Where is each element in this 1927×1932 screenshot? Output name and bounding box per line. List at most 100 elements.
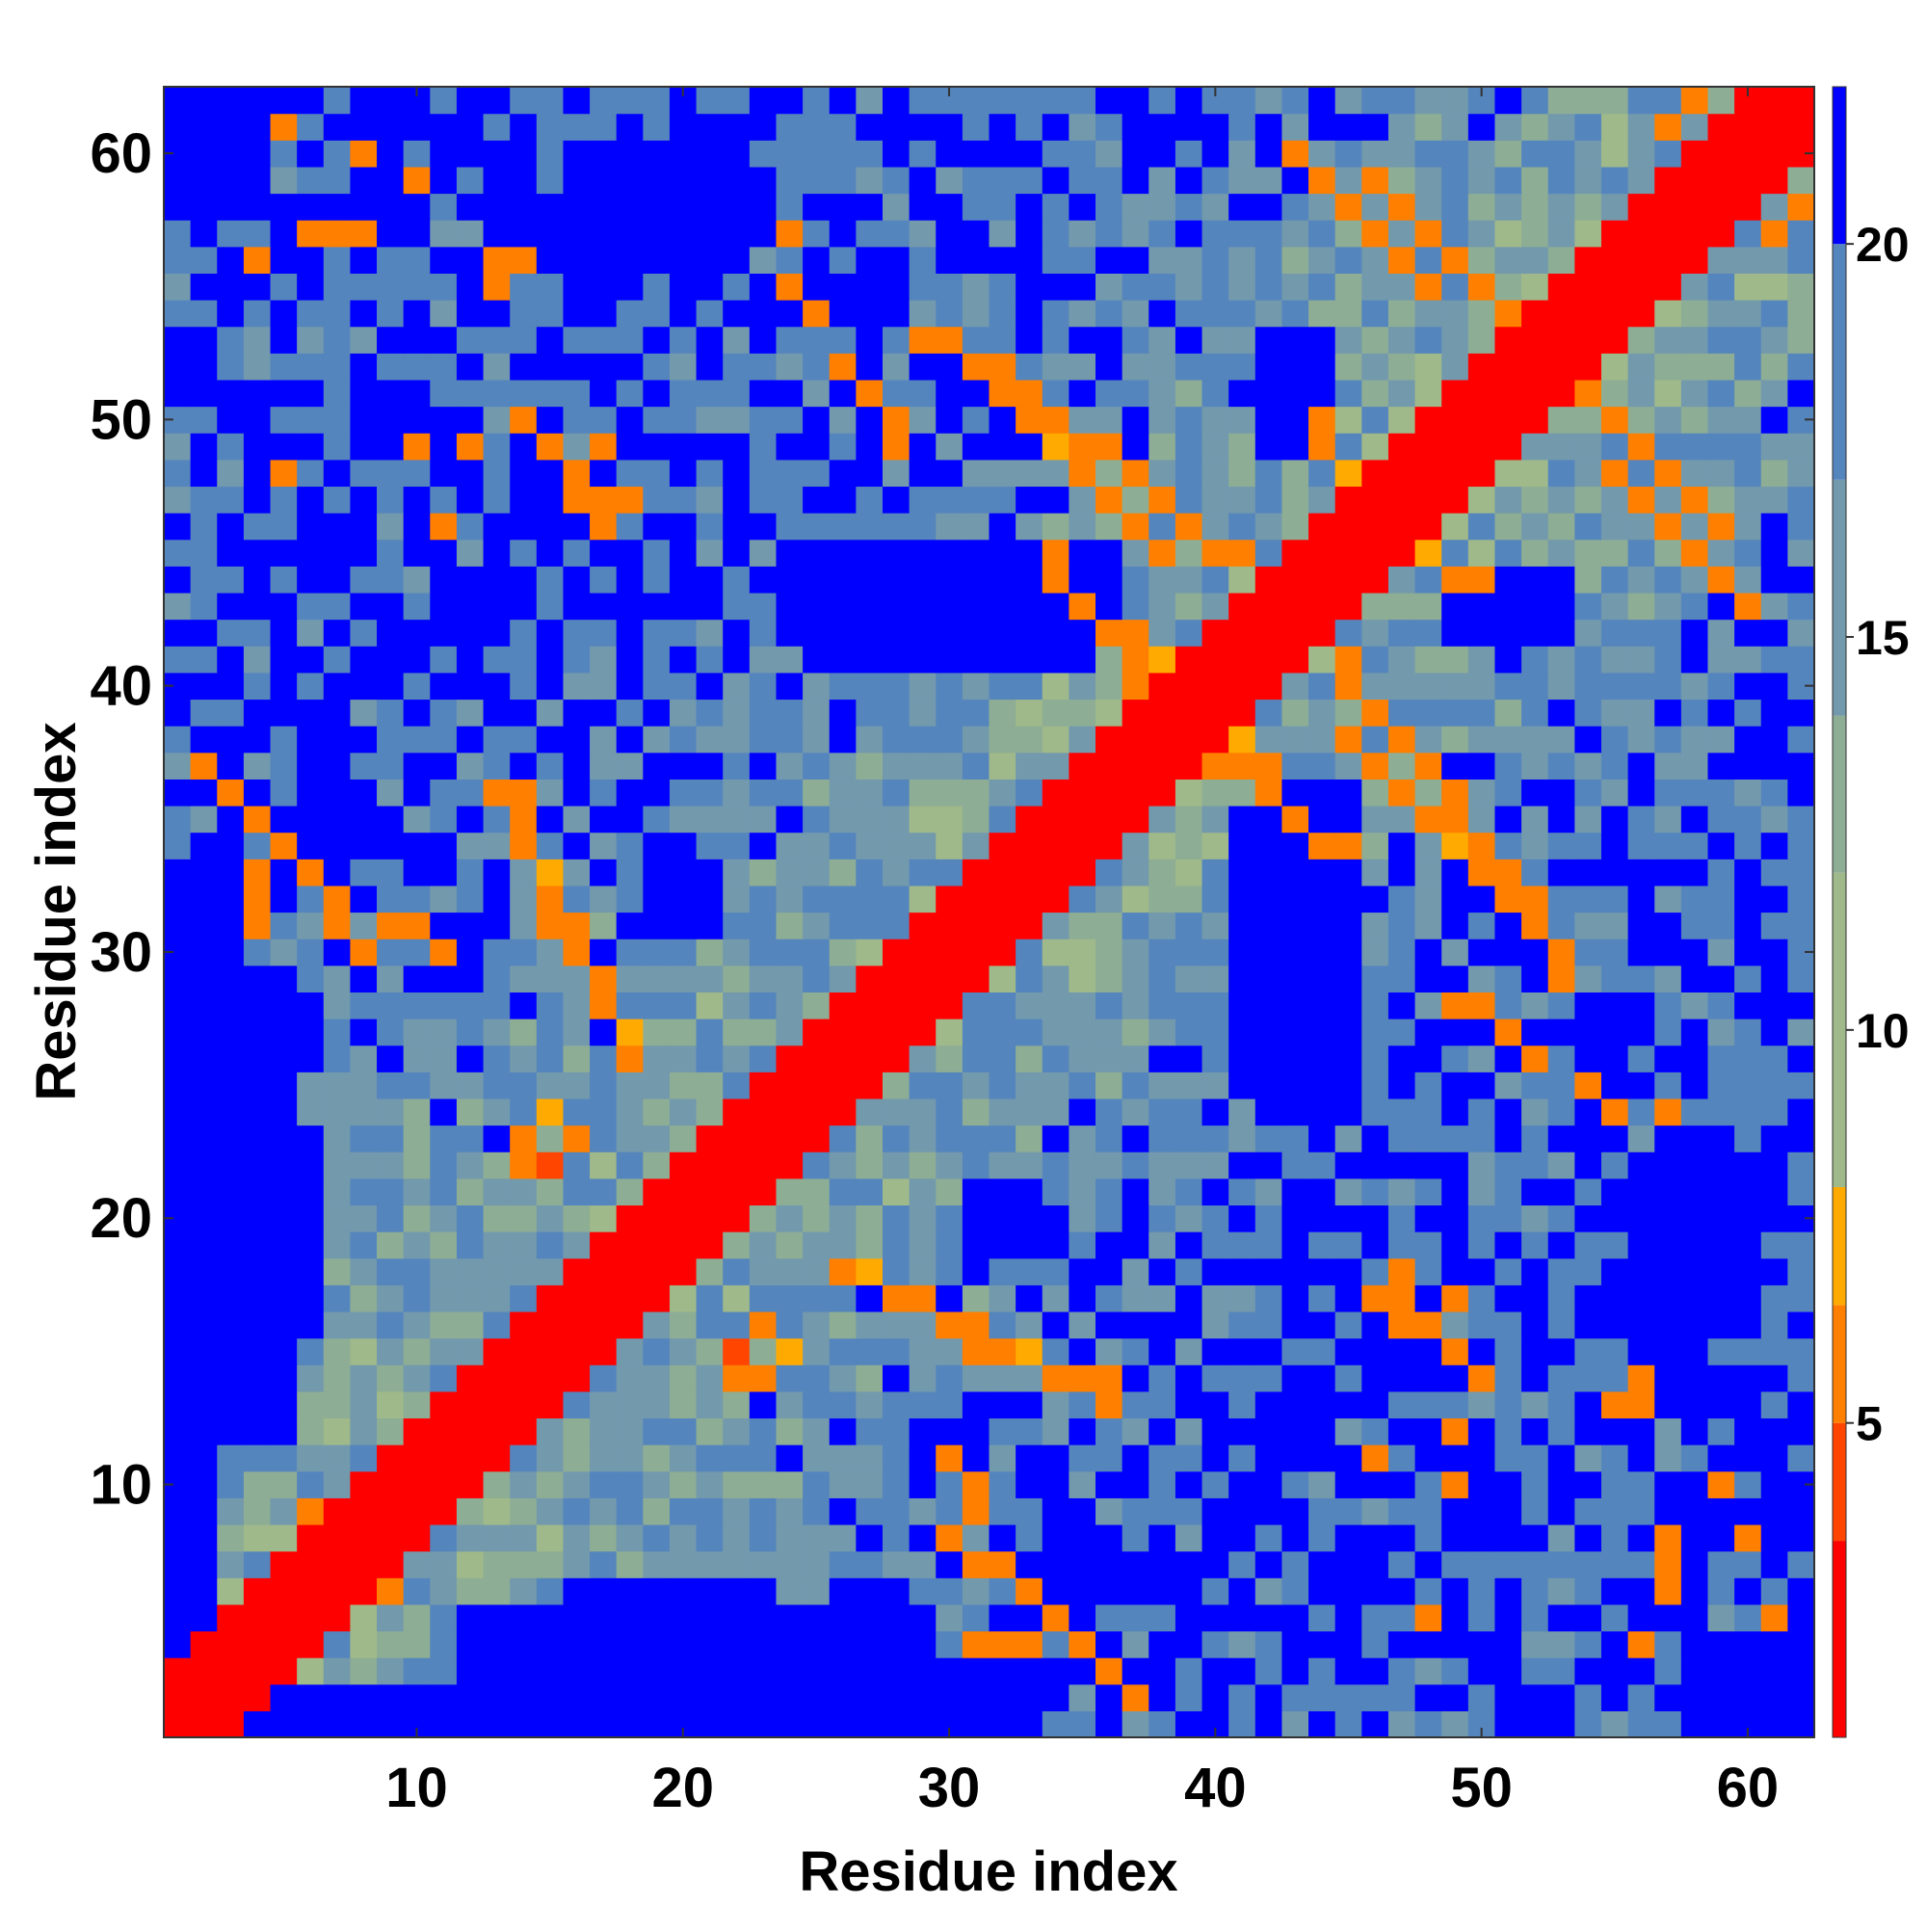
heatmap-cell <box>190 912 218 940</box>
heatmap-cell <box>723 433 751 461</box>
heatmap-cell <box>1547 1125 1575 1152</box>
heatmap-cell <box>1281 1390 1309 1419</box>
heatmap-cell <box>882 1178 911 1206</box>
heatmap-cell <box>483 539 511 567</box>
heatmap-cell <box>989 1577 1016 1605</box>
heatmap-cell <box>536 1710 565 1738</box>
heatmap-cell <box>1467 699 1496 727</box>
heatmap-cell <box>1281 1470 1309 1498</box>
heatmap-cell <box>1228 433 1256 461</box>
heatmap-cell <box>377 273 405 301</box>
heatmap-cell <box>803 1444 831 1472</box>
heatmap-cell <box>669 832 698 860</box>
heatmap-cell <box>882 1603 911 1632</box>
heatmap-cell <box>803 1019 831 1046</box>
heatmap-cell <box>483 87 511 115</box>
heatmap-cell <box>829 779 857 807</box>
heatmap-cell <box>1148 1657 1176 1685</box>
heatmap-cell <box>270 1204 298 1232</box>
heatmap-cell <box>1175 1310 1203 1339</box>
heatmap-cell <box>270 885 298 913</box>
heatmap-cell <box>829 379 857 408</box>
heatmap-cell <box>563 326 591 354</box>
heatmap-cell <box>1201 672 1229 701</box>
heatmap-cell <box>1574 246 1602 274</box>
heatmap-cell <box>803 1231 831 1259</box>
heatmap-cell <box>1547 1284 1575 1312</box>
heatmap-cell <box>456 433 485 461</box>
heatmap-cell <box>1680 1337 1709 1365</box>
heatmap-cell <box>1600 140 1629 168</box>
heatmap-cell <box>590 326 618 354</box>
heatmap-cell <box>1361 1151 1389 1179</box>
heatmap-cell <box>510 672 538 701</box>
heatmap-cell <box>776 353 804 381</box>
heatmap-cell <box>776 1178 804 1206</box>
heatmap-cell <box>1308 1390 1336 1419</box>
heatmap-cell <box>696 726 724 754</box>
heatmap-cell <box>1494 939 1522 966</box>
heatmap-cell <box>1441 992 1469 1019</box>
heatmap-cell <box>430 939 458 966</box>
heatmap-cell <box>1016 1657 1043 1685</box>
heatmap-cell <box>643 1178 671 1206</box>
heatmap-cell <box>1387 300 1416 328</box>
heatmap-cell <box>430 646 458 674</box>
heatmap-cell <box>403 885 431 913</box>
heatmap-cell <box>1627 1390 1655 1419</box>
heatmap-cell <box>616 1204 644 1232</box>
heatmap-cell <box>1361 1098 1389 1126</box>
heatmap-cell <box>1308 193 1336 221</box>
heatmap-cell <box>696 1125 724 1152</box>
heatmap-cell <box>616 1683 644 1711</box>
heatmap-cell <box>1654 1550 1682 1578</box>
heatmap-cell <box>1467 1550 1496 1578</box>
heatmap-cell <box>1148 1364 1176 1392</box>
heatmap-cell <box>377 1125 405 1152</box>
heatmap-cell <box>1201 1257 1229 1285</box>
heatmap-cell <box>1627 672 1655 701</box>
heatmap-cell <box>1467 805 1496 834</box>
heatmap-cell <box>1122 752 1149 780</box>
heatmap-cell <box>803 1310 831 1339</box>
heatmap-cell <box>909 1125 937 1152</box>
heatmap-cell <box>643 752 671 780</box>
heatmap-cell <box>696 1178 724 1206</box>
heatmap-cell <box>669 592 698 621</box>
heatmap-cell <box>1787 1444 1815 1472</box>
heatmap-cell <box>776 1390 804 1419</box>
heatmap-cell <box>669 353 698 381</box>
heatmap-cell <box>829 539 857 567</box>
heatmap-cell <box>1467 992 1496 1019</box>
heatmap-cell <box>909 1683 937 1711</box>
heatmap-cell <box>909 752 937 780</box>
heatmap-cell <box>1441 672 1469 701</box>
heatmap-cell <box>297 1364 325 1392</box>
heatmap-cell <box>696 1523 724 1552</box>
heatmap-cell <box>377 912 405 940</box>
heatmap-cell <box>1680 1231 1709 1259</box>
heatmap-cell <box>217 1364 245 1392</box>
heatmap-cell <box>856 1417 884 1445</box>
heatmap-cell <box>590 752 618 780</box>
heatmap-cell <box>536 752 565 780</box>
heatmap-cell <box>1069 1444 1096 1472</box>
heatmap-cell <box>430 193 458 221</box>
heatmap-cell <box>643 246 671 274</box>
heatmap-cell <box>563 1204 591 1232</box>
heatmap-cell <box>1441 1603 1469 1632</box>
heatmap-cell <box>1760 87 1788 115</box>
heatmap-cell <box>536 246 565 274</box>
heatmap-cell <box>696 273 724 301</box>
heatmap-cell <box>430 486 458 514</box>
heatmap-cell <box>1680 140 1709 168</box>
heatmap-cell <box>696 752 724 780</box>
heatmap-cell <box>377 1257 405 1285</box>
heatmap-cell <box>323 992 351 1019</box>
heatmap-cell <box>936 513 964 541</box>
heatmap-cell <box>297 1310 325 1339</box>
heatmap-cell <box>403 672 431 701</box>
heatmap-cell <box>936 646 964 674</box>
heatmap-cell <box>1069 1178 1096 1206</box>
heatmap-cell <box>1334 1577 1362 1605</box>
